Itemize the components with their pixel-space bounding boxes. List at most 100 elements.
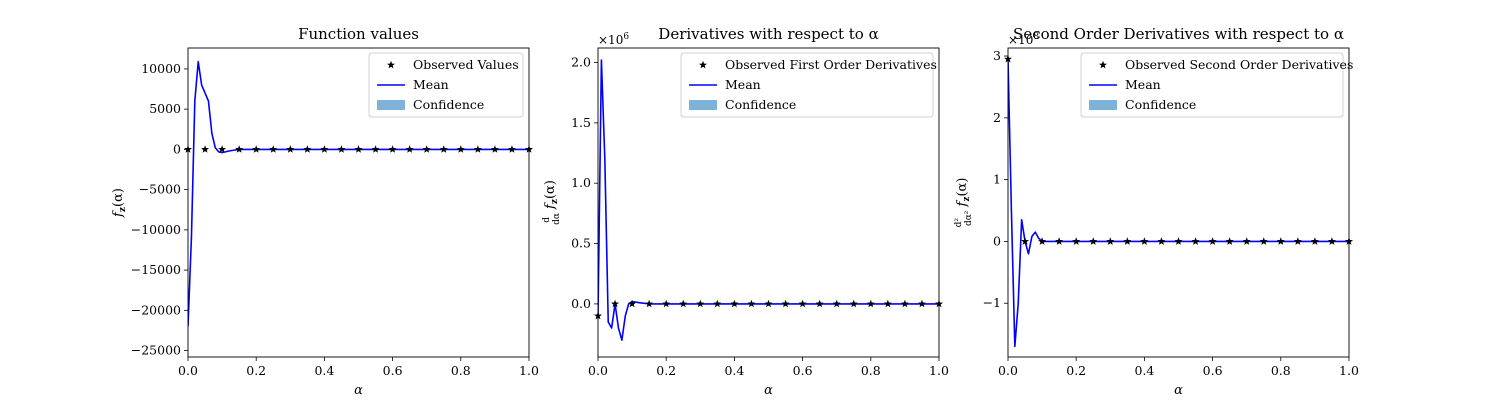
observed-point (490, 145, 499, 153)
chart-panel-1: Function values 0.0 0.2 0.4 0.6 0.8 1.0 −25000 −… (111, 25, 539, 398)
observed-point (1208, 237, 1217, 245)
observed-point (337, 145, 346, 153)
x-tick-label: 0.6 (1203, 363, 1223, 378)
observed-point (832, 299, 841, 308)
x-tick-label: 0.6 (383, 363, 403, 378)
observed-point (354, 145, 363, 153)
x-tick-label: 1.0 (929, 363, 949, 378)
confidence-swatch-icon (689, 100, 717, 110)
observed-point (1310, 237, 1319, 245)
observed-point (1259, 237, 1268, 245)
y-tick-label: 0.0 (571, 296, 591, 311)
observed-point (252, 145, 261, 153)
y-tick-label: 0.5 (571, 236, 591, 251)
y-axis-label: fz(α) (111, 188, 128, 218)
y-tick-label: 0 (993, 233, 1001, 248)
y-tick-label: 10000 (141, 61, 181, 76)
x-tick-label: 0.0 (998, 363, 1018, 378)
axis-multiplier: ×106 (598, 32, 629, 47)
x-tick-label: 1.0 (519, 363, 539, 378)
legend-label: Observed Second Order Derivatives (1125, 57, 1353, 72)
x-tick-label: 0.4 (724, 363, 744, 378)
y-tick-label: 2.0 (571, 54, 591, 69)
y-tick-label: 1 (993, 172, 1001, 187)
legend-label: Observed Values (413, 57, 519, 72)
observed-point (866, 299, 875, 308)
observed-point (1242, 237, 1251, 245)
observed-point (883, 299, 892, 308)
observed-point (1021, 237, 1030, 245)
legend: Observed Second Order Derivatives Mean Con… (1080, 52, 1353, 118)
axes-frame (187, 47, 530, 358)
observed-point (1276, 237, 1285, 245)
axes-frame (1007, 47, 1350, 358)
observed-point (1174, 237, 1183, 245)
star-icon (1099, 60, 1107, 69)
y-tick-label: 3 (993, 48, 1001, 63)
y-axis-label: d²dα² fz(α) (954, 178, 974, 228)
x-tick-label: 0.4 (314, 363, 334, 378)
observed-point (900, 299, 909, 308)
confidence-swatch-icon (1089, 100, 1117, 110)
x-tick-label: 0.8 (451, 363, 471, 378)
legend-label: Mean (1125, 77, 1161, 92)
legend-box (368, 52, 524, 118)
legend: Observed Values Mean Confidence (368, 52, 524, 118)
confidence-swatch-icon (377, 100, 405, 110)
observed-point (1123, 237, 1132, 245)
y-tick-label: 1.0 (571, 175, 591, 190)
observed-point (388, 145, 397, 153)
x-axis-label: α (1174, 383, 1183, 398)
legend-label: Mean (413, 77, 449, 92)
observed-point (1293, 237, 1302, 245)
observed-point (1140, 237, 1149, 245)
observed-point (1327, 237, 1336, 245)
x-tick-label: 0.0 (178, 363, 198, 378)
x-axis-label: α (354, 383, 363, 398)
x-tick-label: 0.0 (588, 363, 608, 378)
x-tick-label: 0.8 (861, 363, 881, 378)
observed-point (303, 145, 312, 153)
observed-point (628, 299, 637, 308)
y-tick-label: −25000 (131, 343, 181, 358)
observed-point (764, 299, 773, 308)
y-tick-label: −1 (983, 295, 1001, 310)
star-icon (699, 60, 707, 69)
legend-label: Mean (725, 77, 761, 92)
observed-point (507, 145, 516, 153)
observed-point (1038, 237, 1047, 245)
observed-point (849, 299, 858, 308)
chart-title: Derivatives with respect to α (658, 25, 878, 43)
chart-panel-2: Derivatives with respect to α ×106 0.0 0.2 0… (542, 25, 949, 398)
observed-point (422, 145, 431, 153)
observed-point (1072, 237, 1081, 245)
x-tick-label: 0.2 (1066, 363, 1086, 378)
observed-point (269, 145, 278, 153)
legend-box (1080, 52, 1344, 118)
y-tick-label: 5000 (149, 101, 181, 116)
observed-point (730, 299, 739, 308)
y-tick-label: 2 (993, 110, 1001, 125)
y-tick-label: 0 (173, 141, 181, 156)
chart-panel-3: Second Order Derivatives with respect to… (954, 25, 1359, 398)
observed-point (781, 299, 790, 308)
observed-point (320, 145, 329, 153)
observed-point (662, 299, 671, 308)
observed-point (439, 145, 448, 153)
y-tick-label: −15000 (131, 262, 181, 277)
observed-point (1089, 237, 1098, 245)
observed-point (1157, 237, 1166, 245)
legend-box (680, 52, 934, 118)
observed-point (917, 299, 926, 308)
observed-point (371, 145, 380, 153)
observed-point (747, 299, 756, 308)
axis-multiplier: ×108 (1008, 32, 1039, 47)
y-tick-label: −20000 (131, 302, 181, 317)
axes-frame (597, 47, 940, 358)
observed-point (201, 145, 210, 153)
star-icon (387, 60, 395, 69)
observed-point (798, 299, 807, 308)
legend: Observed First Order Derivatives Mean Conf… (680, 52, 937, 118)
svg-text:fz(α): fz(α) (111, 188, 128, 218)
